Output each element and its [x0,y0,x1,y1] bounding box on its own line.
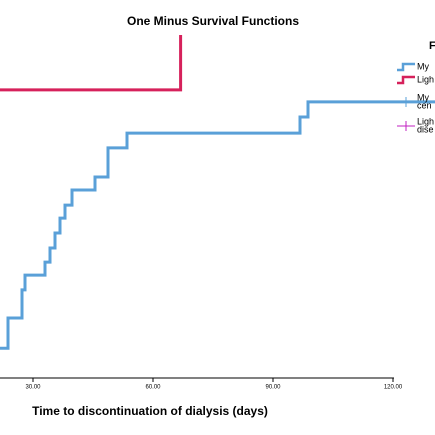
survival-step-line [0,100,435,350]
legend-title: F [429,40,435,52]
x-tick-label: 90.00 [265,385,281,391]
legend-label: Ligh [417,116,434,126]
legend-label: cen [417,100,432,110]
legend-label: My [417,92,429,102]
legend-label: My [417,61,429,71]
legend-label: Ligh [417,74,434,84]
x-tick-label: 60.00 [145,385,161,391]
x-axis-label: Time to discontinuation of dialysis (day… [32,404,268,418]
legend-symbol [397,75,415,85]
legend-symbol [397,62,415,72]
x-tick-label: 120.00 [384,385,403,391]
x-tick-label: 30.00 [25,385,41,391]
survival-step-line [0,34,183,92]
legend-label: dise [417,124,434,134]
chart-title: One Minus Survival Functions [127,14,299,28]
